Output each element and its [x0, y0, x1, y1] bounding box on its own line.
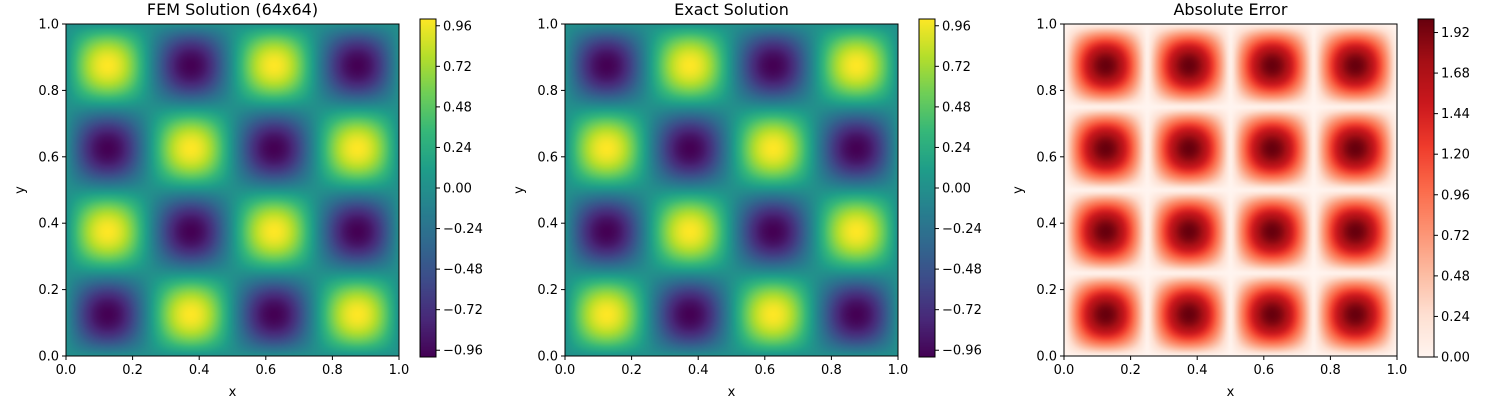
colorbar-tick-label: 0.96	[443, 19, 472, 34]
chart-panel-2: Exact Solution 0.0 0.2 0.4 0.6 0.8 1.0 0.0 0.2 0.…	[512, 0, 982, 400]
x-tick-label: 1.0	[1387, 363, 1408, 378]
colorbar-tick-label: −0.48	[942, 263, 982, 278]
x-axis-label: x	[728, 385, 736, 400]
y-tick-label: 0.4	[537, 217, 558, 232]
y-axis-label: y	[512, 186, 527, 194]
x-tick-label: 1.0	[389, 363, 410, 378]
y-axis-label: y	[1011, 186, 1026, 194]
x-axis-label: x	[1227, 385, 1235, 400]
colorbar-gradient	[1418, 19, 1434, 357]
x-tick-label: 0.0	[56, 363, 77, 378]
heatmap-image	[565, 24, 898, 356]
y-tick-label: 0.8	[1036, 84, 1057, 99]
colorbar-tick-label: 0.72	[443, 60, 472, 75]
x-tick-label: 0.0	[555, 363, 576, 378]
x-tick-label: 0.6	[255, 363, 276, 378]
x-tick-label: 0.8	[322, 363, 343, 378]
colorbar-tick-label: −0.24	[942, 222, 982, 237]
colorbar-tick-label: 0.72	[1441, 229, 1470, 244]
x-tick-label: 0.2	[1120, 363, 1141, 378]
heatmap-image	[1064, 24, 1397, 356]
y-tick-label: 0.6	[1036, 150, 1057, 165]
colorbar-tick-label: −0.48	[443, 263, 483, 278]
x-tick-label: 0.6	[754, 363, 775, 378]
y-tick-label: 1.0	[1036, 18, 1057, 33]
x-tick-label: 0.2	[122, 363, 143, 378]
chart-title: Exact Solution	[674, 0, 789, 19]
axes-frame	[1063, 23, 1398, 357]
y-tick-label: 0.0	[38, 350, 59, 365]
colorbar-tick-label: 0.48	[942, 100, 971, 115]
y-tick-label: 0.4	[38, 217, 59, 232]
x-tick-label: 0.4	[688, 363, 709, 378]
y-tick-label: 0.2	[38, 283, 59, 298]
colorbar-tick-label: 1.92	[1441, 26, 1470, 41]
colorbar-tick-label: 0.00	[942, 182, 971, 197]
x-tick-label: 0.8	[821, 363, 842, 378]
x-tick-label: 0.6	[1253, 363, 1274, 378]
x-tick-label: 0.0	[1054, 363, 1075, 378]
colorbar-tick-label: 0.24	[1441, 310, 1470, 325]
x-axis-label: x	[229, 385, 237, 400]
colorbar-tick-label: 1.68	[1441, 67, 1470, 82]
colorbar-tick-label: 0.00	[1441, 351, 1470, 366]
colorbar-tick-label: 0.72	[942, 60, 971, 75]
colorbar-tick-label: 1.20	[1441, 148, 1470, 163]
y-tick-label: 0.6	[38, 150, 59, 165]
axes-frame	[65, 23, 400, 357]
y-tick-label: 0.0	[1036, 350, 1057, 365]
x-tick-label: 0.8	[1320, 363, 1341, 378]
x-tick-label: 0.4	[189, 363, 210, 378]
x-tick-label: 1.0	[888, 363, 909, 378]
y-tick-label: 0.0	[537, 350, 558, 365]
axes-frame	[564, 23, 899, 357]
y-tick-label: 1.0	[38, 18, 59, 33]
colorbar-tick-label: −0.24	[443, 222, 483, 237]
x-tick-label: 0.2	[621, 363, 642, 378]
colorbar-tick-label: −0.72	[443, 303, 483, 318]
y-tick-label: 0.2	[537, 283, 558, 298]
colorbar-tick-label: 0.48	[1441, 269, 1470, 284]
y-tick-label: 0.8	[537, 84, 558, 99]
colorbar-tick-label: 1.44	[1441, 107, 1470, 122]
colorbar-gradient	[420, 19, 436, 357]
colorbar-tick-label: −0.72	[942, 303, 982, 318]
chart-panel-3: Absolute Error 0.0 0.2 0.4 0.6 0.8 1.0 0.0 0.2 0.…	[1011, 0, 1470, 400]
y-axis-label: y	[13, 186, 28, 194]
chart-panel-1: FEM Solution (64x64) 0.0 0.2 0.4 0.6 0.8 1.0 0.…	[13, 0, 483, 400]
colorbar-tick-label: 0.48	[443, 100, 472, 115]
x-tick-label: 0.4	[1187, 363, 1208, 378]
colorbar-gradient	[919, 19, 935, 357]
y-tick-label: 0.4	[1036, 217, 1057, 232]
colorbar-tick-label: −0.96	[942, 344, 982, 359]
colorbar-frame	[1417, 18, 1435, 358]
y-tick-label: 0.2	[1036, 283, 1057, 298]
y-tick-label: 1.0	[537, 18, 558, 33]
colorbar-tick-label: 0.96	[1441, 188, 1470, 203]
y-tick-label: 0.8	[38, 84, 59, 99]
chart-title: FEM Solution (64x64)	[147, 0, 318, 19]
colorbar-tick-label: −0.96	[443, 344, 483, 359]
colorbar-tick-label: 0.24	[942, 141, 971, 156]
chart-title: Absolute Error	[1173, 0, 1287, 19]
colorbar-tick-label: 0.00	[443, 182, 472, 197]
heatmap-image	[66, 24, 399, 356]
colorbar-tick-label: 0.96	[942, 19, 971, 34]
y-tick-label: 0.6	[537, 150, 558, 165]
colorbar-tick-label: 0.24	[443, 141, 472, 156]
